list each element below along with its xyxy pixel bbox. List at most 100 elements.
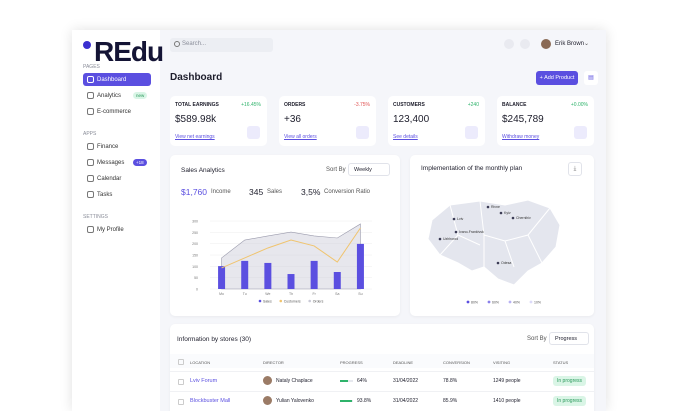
- nav-icon: [87, 159, 94, 166]
- kpi-icon: [247, 126, 260, 139]
- status-badge: In progress: [553, 396, 587, 406]
- nav-item[interactable]: Dashboard: [83, 73, 151, 86]
- deadline: 31/04/2022: [393, 378, 419, 384]
- notification-icon[interactable]: [504, 39, 514, 49]
- kpi-value: 123,400: [393, 114, 430, 125]
- section-title: APPS: [83, 131, 97, 137]
- legend-swatch: [308, 299, 311, 303]
- row-divider: [170, 391, 594, 392]
- status-badge: In progress: [553, 376, 587, 386]
- column-header[interactable]: LOCATION: [190, 360, 211, 365]
- section-title: PAGES: [83, 64, 100, 70]
- map-shape: [427, 199, 561, 286]
- sales-chart: 0 50 100 150 200 250 300 Mo Tu We Th Fr Sa Su Sales Cus…: [192, 220, 372, 303]
- nav-icon: [87, 175, 94, 182]
- visiting: 1249 people: [493, 378, 521, 384]
- add-product-button[interactable]: + Add Product: [536, 71, 578, 85]
- city-dot: [486, 205, 490, 209]
- search-icon: [174, 41, 180, 47]
- sort-select[interactable]: Progress: [549, 332, 589, 345]
- nav-item[interactable]: Messages +18: [83, 156, 151, 169]
- checkbox[interactable]: [178, 379, 184, 385]
- kpi-value: $245,789: [502, 114, 544, 125]
- kpi-link[interactable]: View all orders: [284, 134, 317, 140]
- kpi-title: BALANCE: [502, 102, 527, 108]
- legend-label: 80%: [471, 300, 478, 304]
- city-dot: [438, 237, 442, 241]
- nav-item[interactable]: Finance: [83, 140, 151, 153]
- kpi-title: CUSTOMERS: [393, 102, 425, 108]
- nav-item[interactable]: My Profile: [83, 223, 151, 236]
- settings-icon[interactable]: [520, 39, 530, 49]
- nav-item[interactable]: Analytics new: [83, 89, 151, 102]
- kpi-change: +16.45%: [241, 102, 261, 108]
- nav-label: E-commerce: [97, 108, 132, 115]
- city-dot: [499, 211, 503, 215]
- user-name[interactable]: Erik Brown: [555, 41, 585, 47]
- nav-item[interactable]: Tasks: [83, 188, 151, 201]
- nav-icon: [87, 108, 94, 115]
- x-tick-label: Mo: [219, 292, 224, 296]
- search-box[interactable]: Search...: [170, 38, 273, 52]
- y-tick-label: 0: [196, 288, 198, 292]
- stat-label: Sales: [267, 189, 283, 195]
- y-tick-label: 300: [192, 220, 198, 224]
- checkbox[interactable]: [178, 399, 184, 405]
- column-header[interactable]: VISITING: [493, 360, 511, 365]
- app-frame: REdu PAGES Dashboard Analytics new E-commerc…: [72, 30, 606, 411]
- nav-label: Calendar: [97, 175, 122, 182]
- x-tick-label: Fr: [312, 292, 316, 296]
- nav-icon: [87, 226, 94, 233]
- bar: [287, 274, 295, 289]
- nav-icon: [87, 191, 94, 198]
- nav-icon: [87, 143, 94, 150]
- progress-label: 93.8%: [357, 398, 372, 404]
- location[interactable]: Lviv Forum: [190, 378, 218, 384]
- sort-select[interactable]: Weekly: [348, 163, 390, 176]
- location[interactable]: Blockbuster Mall: [190, 398, 231, 404]
- x-tick-label: We: [265, 292, 270, 296]
- column-header[interactable]: PROGRESS: [340, 360, 363, 365]
- director-avatar: [263, 376, 272, 385]
- logo: REdu: [94, 36, 164, 67]
- bar: [218, 266, 226, 289]
- kpi-link[interactable]: See details: [393, 134, 418, 140]
- column-header[interactable]: STATUS: [553, 360, 569, 365]
- nav-badge: new: [133, 92, 148, 99]
- nav-item[interactable]: E-commerce: [83, 105, 151, 118]
- kpi-title: ORDERS: [284, 102, 306, 108]
- column-header[interactable]: DEADLINE: [393, 360, 414, 365]
- column-header[interactable]: CONVERSION: [443, 360, 470, 365]
- stat-value: $1,760: [181, 187, 207, 197]
- user-menu-caret[interactable]: ⌄: [584, 41, 590, 47]
- legend-label: Orders: [313, 299, 324, 303]
- nav-icon: [87, 92, 94, 99]
- kpi-card: CUSTOMERS +240 123,400 See details: [388, 96, 485, 146]
- kpi-link[interactable]: Withdraw money: [502, 134, 540, 140]
- kpi-link[interactable]: View net earnings: [175, 134, 215, 140]
- x-tick-label: Sa: [335, 292, 339, 296]
- progress-label: 64%: [357, 378, 368, 384]
- card-title: Information by stores (30): [177, 336, 252, 343]
- visiting: 1410 people: [493, 398, 521, 404]
- legend-label: 10%: [534, 300, 541, 304]
- map: Rivne Kyiv Lviv Chernihiv Ivano-FrankivskUzh…: [427, 199, 561, 304]
- nav-badge: +18: [133, 159, 147, 166]
- stat-label: Income: [211, 189, 231, 195]
- kpi-icon: [574, 126, 587, 139]
- download-button[interactable]: ⤓: [568, 162, 582, 176]
- legend-label: 40%: [513, 300, 520, 304]
- city-label: Rivne: [491, 205, 500, 209]
- stat-value: 3,5%: [301, 187, 321, 197]
- x-tick-label: Tu: [243, 292, 247, 296]
- kpi-icon: [465, 126, 478, 139]
- column-header[interactable]: DIRECTOR: [263, 360, 284, 365]
- row-divider: [170, 371, 594, 372]
- y-tick-label: 250: [192, 231, 198, 235]
- user-avatar[interactable]: [541, 39, 551, 49]
- bar: [333, 272, 341, 289]
- checkbox[interactable]: [178, 359, 184, 365]
- kpi-change: +240: [467, 102, 479, 108]
- nav-item[interactable]: Calendar: [83, 172, 151, 185]
- chart-icon-button[interactable]: ▤: [584, 71, 598, 85]
